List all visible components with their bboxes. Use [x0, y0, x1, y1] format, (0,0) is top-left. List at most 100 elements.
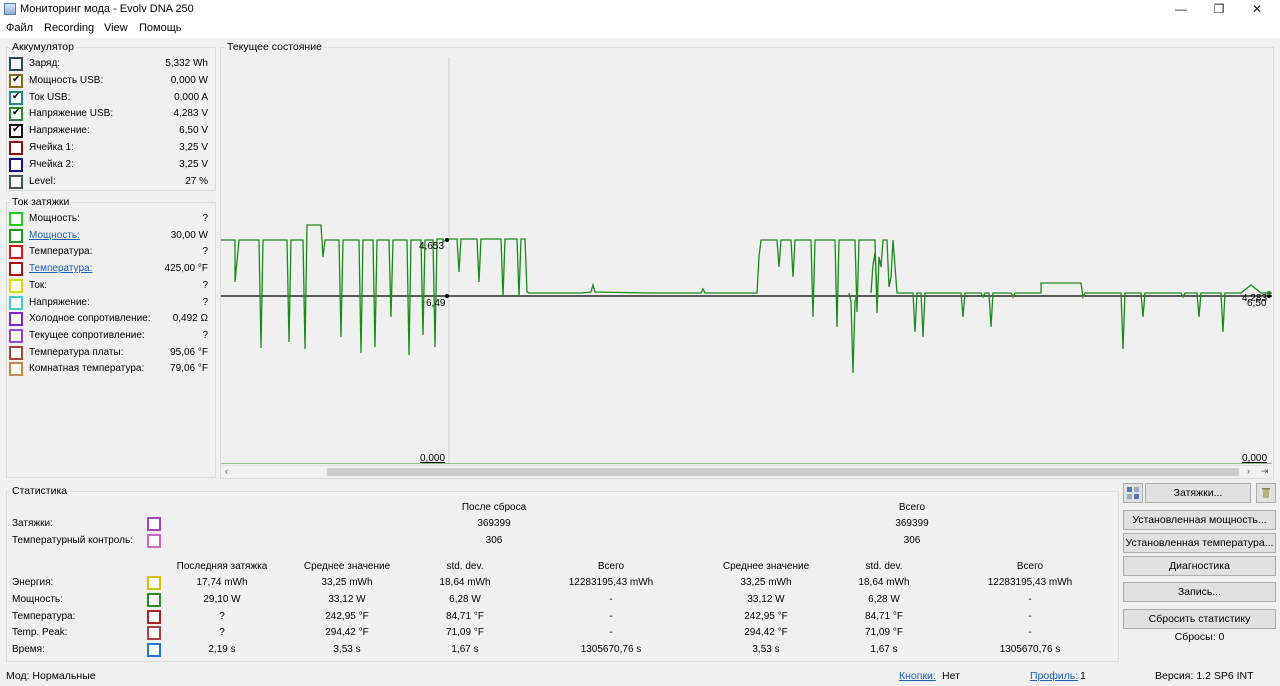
puff-row-checkbox[interactable] [9, 245, 23, 260]
stats-cell: 294,42 °F [744, 627, 788, 639]
puff-row-checkbox[interactable] [9, 312, 23, 327]
reset-stats-button[interactable]: Сбросить статистику [1123, 609, 1276, 629]
clear-button[interactable] [1256, 483, 1276, 503]
set-power-button[interactable]: Установленная мощность... [1123, 510, 1276, 530]
chart-label-lower-left: 6,49 [426, 298, 446, 309]
stats-cell: 29,10 W [203, 593, 241, 605]
battery-row-checkbox[interactable] [9, 57, 23, 71]
maximize-button[interactable]: ❐ [1213, 2, 1225, 16]
battery-row-value: 0,000 W [170, 74, 208, 86]
scroll-left-arrow-icon[interactable]: ‹ [225, 466, 228, 476]
menu-view[interactable]: View [104, 22, 128, 34]
puff-row-checkbox[interactable] [9, 328, 23, 343]
battery-group [6, 47, 216, 191]
status-buttons-link[interactable]: Кнопки: [899, 670, 936, 682]
puff-row-value: 95,06 °F [170, 346, 208, 358]
check-icon: ✔ [12, 73, 21, 85]
battery-row-checkbox[interactable]: ✔ [9, 107, 23, 122]
diagnostics-button[interactable]: Диагностика [1123, 556, 1276, 576]
menu-bar: Файл Recording View Помощь [0, 20, 1280, 38]
puff-row-label[interactable]: Мощность: [29, 229, 80, 241]
puff-row-checkbox[interactable] [9, 295, 23, 310]
stats-row-checkbox[interactable] [147, 576, 161, 590]
puff-row: Температура:? [9, 244, 214, 260]
puff-row-label[interactable]: Температура: [29, 263, 93, 275]
puff-row-checkbox[interactable] [9, 362, 23, 377]
stats-cell: 33,25 mWh [321, 577, 373, 588]
check-icon: ✔ [12, 124, 21, 136]
battery-row-checkbox[interactable] [9, 174, 23, 189]
stats-after-reset-heading: После сброса [461, 502, 527, 513]
stats-puffs-after: 369399 [477, 518, 511, 529]
chart-cursor-marker [445, 238, 449, 242]
status-profile-value: 1 [1080, 670, 1086, 682]
stats-cell: 12283195,43 mWh [568, 577, 654, 588]
puff-row: Мощность: 30,00 W [9, 228, 214, 244]
chart-cursor-marker [445, 294, 449, 298]
chart-group-title: Текущее состояние [225, 41, 324, 53]
status-profile-link[interactable]: Профиль: [1030, 670, 1079, 682]
chart-horizontal-scrollbar[interactable]: ‹ › ⇥ [221, 465, 1272, 477]
stats-temp-control-checkbox[interactable] [147, 534, 161, 548]
puff-row-value: ? [202, 279, 208, 291]
puff-row: Температура: 425,00 °F [9, 261, 214, 277]
check-icon: ✔ [12, 107, 21, 119]
battery-row-checkbox[interactable] [9, 141, 23, 155]
stats-group-title: Статистика [10, 485, 70, 497]
puff-row-checkbox[interactable] [9, 228, 23, 243]
stats-row-checkbox[interactable] [147, 592, 161, 607]
status-mode: Мод: Нормальные [6, 670, 96, 682]
scroll-end-icon[interactable]: ⇥ [1261, 466, 1269, 476]
stats-row-label: Температура: [12, 610, 76, 622]
chart-series-spike [870, 252, 878, 294]
stats-cell: 3,53 s [752, 644, 780, 656]
status-version: Версия: 1.2 SP6 INT [1155, 670, 1254, 682]
stats-cell: 33,12 W [747, 593, 785, 605]
stats-cell: - [1028, 627, 1032, 639]
battery-row-value: 3,25 V [179, 142, 208, 153]
puff-row-value: ? [202, 329, 208, 341]
stats-row-checkbox[interactable] [147, 609, 161, 624]
battery-row-value: 6,50 V [179, 125, 208, 137]
battery-row-checkbox[interactable]: ✔ [9, 90, 23, 105]
puffs-button[interactable]: Затяжки... [1145, 483, 1251, 503]
set-temperature-button[interactable]: Установленная температура... [1123, 533, 1276, 553]
battery-row-checkbox[interactable]: ✔ [9, 73, 23, 88]
stats-column-header: Всего [1016, 561, 1044, 572]
puff-row-checkbox[interactable] [9, 345, 23, 360]
puff-group-title: Ток затяжки [10, 196, 72, 208]
chart-series-usb-voltage [221, 224, 1272, 356]
stats-column-header: Всего [597, 561, 625, 572]
chart-label-upper-left: 4,653 [419, 241, 445, 252]
chart-label-bottom-right: 0,000 [1242, 453, 1268, 464]
grid-settings-icon [1127, 487, 1139, 499]
puff-row-checkbox[interactable] [9, 278, 23, 293]
menu-help[interactable]: Помощь [139, 22, 182, 34]
stats-cell: ? [219, 627, 225, 639]
battery-row-checkbox[interactable] [9, 157, 23, 172]
puff-row-checkbox[interactable] [9, 212, 23, 226]
menu-file[interactable]: Файл [6, 22, 34, 34]
chart-end-marker [1267, 294, 1271, 298]
battery-row: ✔ Напряжение: 6,50 V [9, 123, 214, 139]
stats-row-checkbox[interactable] [147, 643, 161, 658]
puffs-settings-icon-button[interactable] [1123, 483, 1143, 503]
puff-row-checkbox[interactable] [9, 262, 23, 277]
close-button[interactable]: ✕ [1251, 2, 1263, 16]
stats-cell: 17,74 mWh [196, 577, 248, 588]
minimize-button[interactable]: — [1175, 2, 1187, 16]
scrollbar-thumb[interactable] [327, 468, 1239, 476]
stats-cell: 1305670,76 s [999, 644, 1061, 656]
stats-group [6, 491, 1119, 662]
battery-row-checkbox[interactable]: ✔ [9, 124, 23, 139]
menu-recording[interactable]: Recording [44, 22, 95, 34]
battery-row-value: 5,332 Wh [165, 58, 208, 69]
scroll-right-arrow-icon[interactable]: › [1247, 466, 1250, 476]
record-button[interactable]: Запись... [1123, 582, 1276, 602]
chart-plot-area[interactable]: 4,653 6,49 0,000 4,283 6,50 0,000 [221, 57, 1272, 465]
stats-puffs-checkbox[interactable] [147, 517, 161, 531]
stats-cell: - [609, 593, 613, 605]
stats-row-checkbox[interactable] [147, 626, 161, 641]
chart-label-upper-right: 4,283 [1242, 293, 1268, 304]
chart-svg [221, 57, 1272, 465]
